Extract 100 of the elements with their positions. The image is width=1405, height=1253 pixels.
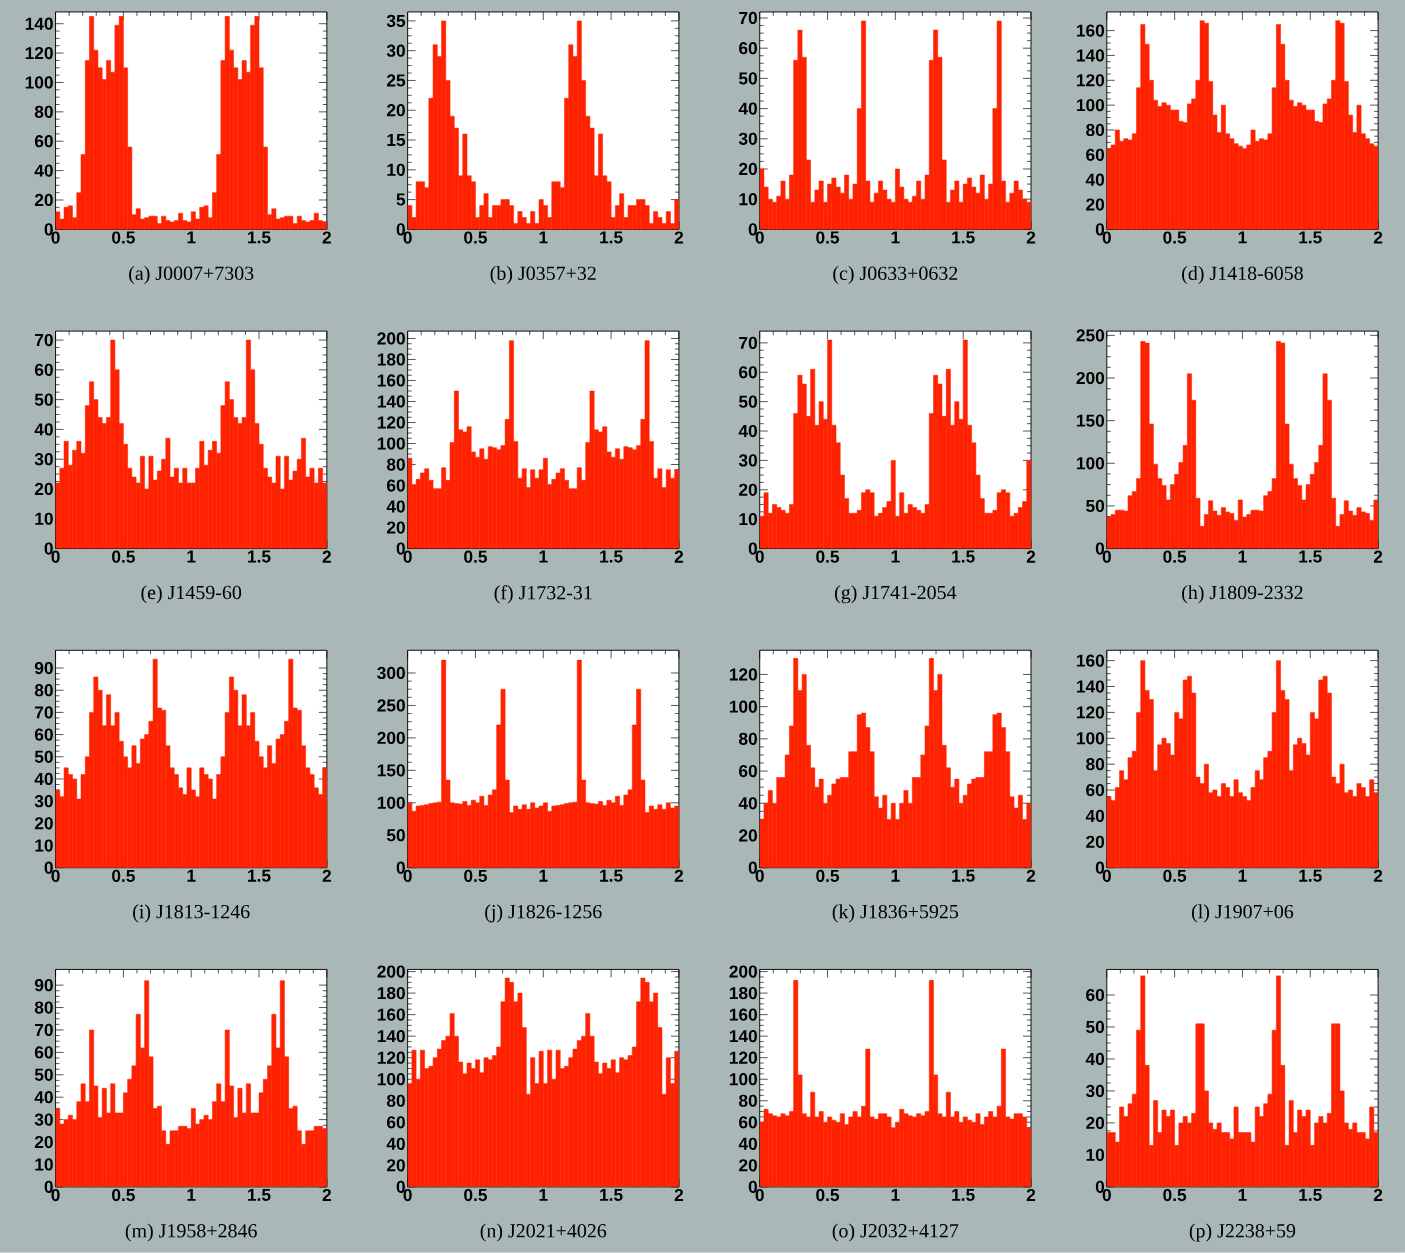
y-tick-label: 300 [377, 667, 405, 680]
text: (b) J0357+32 [490, 266, 596, 285]
x-tick-label: 1 [539, 1189, 548, 1201]
y-tick-label: 10 [387, 163, 405, 177]
x-tick-label: 1 [187, 231, 196, 244]
text: (c) J0633+0632 [833, 266, 958, 285]
y-tick-label: 0 [748, 861, 757, 874]
x-tick-label: 2 [1026, 1189, 1036, 1202]
y-tick-label: 70 [35, 1023, 53, 1037]
x-tick-label: 2 [1373, 1189, 1383, 1202]
x-tick-label: 2 [674, 231, 684, 244]
y-tick-label: 60 [739, 366, 757, 379]
y-tick-label: 160 [377, 1008, 405, 1021]
text: (g) J1741-2054 [835, 585, 957, 604]
x-tick-label: 1 [891, 869, 900, 882]
y-tick-label: 30 [738, 454, 757, 467]
text: (f) J1732-31 [494, 585, 592, 604]
y-tick-label: 10 [739, 193, 757, 206]
x-tick-label: 1 [891, 550, 900, 563]
x-tick-label: 1.5 [952, 869, 975, 882]
y-tick-label: 80 [34, 1001, 53, 1014]
x-tick-label: 1.5 [248, 231, 271, 244]
y-tick-label: 20 [1086, 1116, 1105, 1130]
x-tick-label: 1.5 [952, 550, 975, 563]
y-tick-label: 60 [387, 1116, 405, 1129]
x-tick-label: 0.5 [464, 231, 487, 244]
x-tick-label: 1 [1238, 869, 1247, 882]
y-tick-label: 200 [377, 965, 405, 978]
y-tick-label: 35 [386, 14, 406, 28]
x-tick-label: 1.5 [600, 1189, 623, 1202]
y-tick-label: 20 [34, 483, 53, 496]
x-tick-label: 1 [187, 869, 196, 882]
y-tick-label: 20 [1086, 835, 1105, 849]
y-tick-label: 0 [396, 223, 405, 236]
y-tick-label: 70 [35, 706, 53, 719]
y-tick-label: 160 [1077, 654, 1105, 667]
x-tick-label: 1.5 [600, 550, 623, 563]
y-tick-label: 40 [1085, 1053, 1105, 1066]
x-tick-label: 2 [322, 869, 331, 882]
x-tick-label: 0.5 [1163, 869, 1187, 883]
x-tick-label: 2 [674, 869, 684, 882]
y-tick-label: 100 [377, 796, 405, 810]
y-tick-label: 80 [386, 1094, 405, 1108]
x-tick-label: 1 [1238, 550, 1247, 563]
y-tick-label: 140 [1077, 680, 1105, 693]
y-tick-label: 200 [729, 965, 757, 978]
y-tick-label: 20 [739, 829, 757, 842]
x-tick-label: 0.5 [464, 869, 487, 883]
y-tick-label: 5 [396, 193, 406, 206]
y-tick-label: 20 [739, 1159, 757, 1172]
y-tick-label: 250 [377, 699, 405, 712]
y-tick-label: 180 [729, 987, 757, 1000]
x-tick-label: 0.5 [112, 550, 135, 563]
y-tick-label: 120 [1077, 706, 1105, 719]
y-tick-label: 20 [739, 483, 757, 497]
y-tick-label: 160 [1077, 24, 1105, 37]
x-tick-label: 0.5 [816, 1189, 840, 1202]
y-tick-label: 120 [1077, 74, 1105, 87]
y-tick-label: 80 [386, 458, 405, 471]
text: (j) J1826-1256 [485, 904, 602, 923]
y-tick-label: 80 [1086, 124, 1105, 137]
y-tick-label: 100 [1077, 732, 1105, 745]
y-tick-label: 60 [387, 479, 405, 492]
y-tick-label: 60 [34, 728, 53, 741]
x-tick-label: 2 [1026, 231, 1036, 244]
y-tick-label: 20 [386, 104, 405, 117]
y-tick-label: 100 [25, 76, 53, 89]
text: (e) J1459-60 [141, 585, 242, 604]
text: (p) J2238+59 [1189, 1223, 1296, 1242]
y-tick-label: 50 [1086, 1021, 1105, 1034]
y-tick-label: 80 [34, 105, 53, 119]
x-tick-label: 0.5 [464, 1189, 487, 1202]
y-tick-label: 80 [1086, 758, 1105, 771]
x-tick-label: 2 [322, 550, 331, 563]
y-tick-label: 40 [386, 1137, 405, 1151]
y-tick-label: 60 [1086, 989, 1105, 1002]
y-tick-label: 180 [377, 353, 405, 366]
y-tick-label: 0 [396, 542, 405, 555]
y-tick-label: 100 [377, 1073, 405, 1086]
y-tick-label: 30 [34, 795, 53, 808]
y-tick-label: 140 [729, 1030, 757, 1043]
x-tick-label: 1.5 [952, 231, 975, 244]
y-tick-label: 60 [34, 363, 53, 377]
y-tick-label: 250 [1076, 329, 1105, 342]
x-tick-label: 2 [322, 231, 331, 244]
y-tick-label: 120 [377, 416, 405, 429]
y-tick-label: 0 [44, 542, 53, 555]
y-tick-label: 140 [1077, 49, 1105, 62]
y-tick-label: 140 [377, 395, 405, 408]
y-tick-label: 80 [738, 732, 757, 746]
x-tick-label: 1.5 [600, 231, 623, 244]
x-tick-label: 0.5 [816, 869, 840, 883]
y-tick-label: 40 [386, 500, 405, 513]
y-tick-label: 30 [34, 1113, 53, 1126]
y-tick-label: 200 [377, 332, 405, 345]
y-tick-label: 200 [1076, 372, 1105, 385]
y-tick-label: 100 [377, 437, 405, 450]
text: (l) J1907+06 [1191, 904, 1294, 923]
x-tick-label: 1 [539, 869, 548, 882]
y-tick-label: 15 [387, 134, 406, 147]
